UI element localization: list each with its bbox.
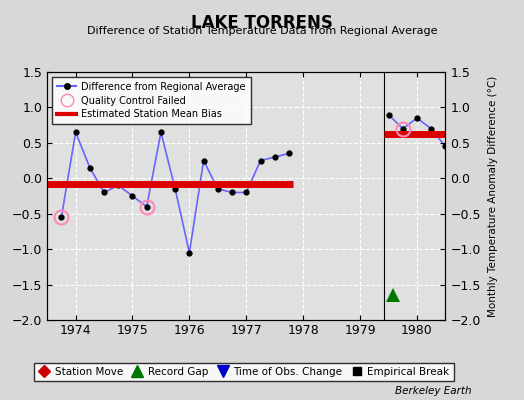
Text: LAKE TORRENS: LAKE TORRENS <box>191 14 333 32</box>
Legend: Station Move, Record Gap, Time of Obs. Change, Empirical Break: Station Move, Record Gap, Time of Obs. C… <box>34 363 454 381</box>
Text: Difference of Station Temperature Data from Regional Average: Difference of Station Temperature Data f… <box>87 26 437 36</box>
Text: Berkeley Earth: Berkeley Earth <box>395 386 472 396</box>
Y-axis label: Monthly Temperature Anomaly Difference (°C): Monthly Temperature Anomaly Difference (… <box>488 75 498 317</box>
Legend: Difference from Regional Average, Quality Control Failed, Estimated Station Mean: Difference from Regional Average, Qualit… <box>52 77 250 124</box>
